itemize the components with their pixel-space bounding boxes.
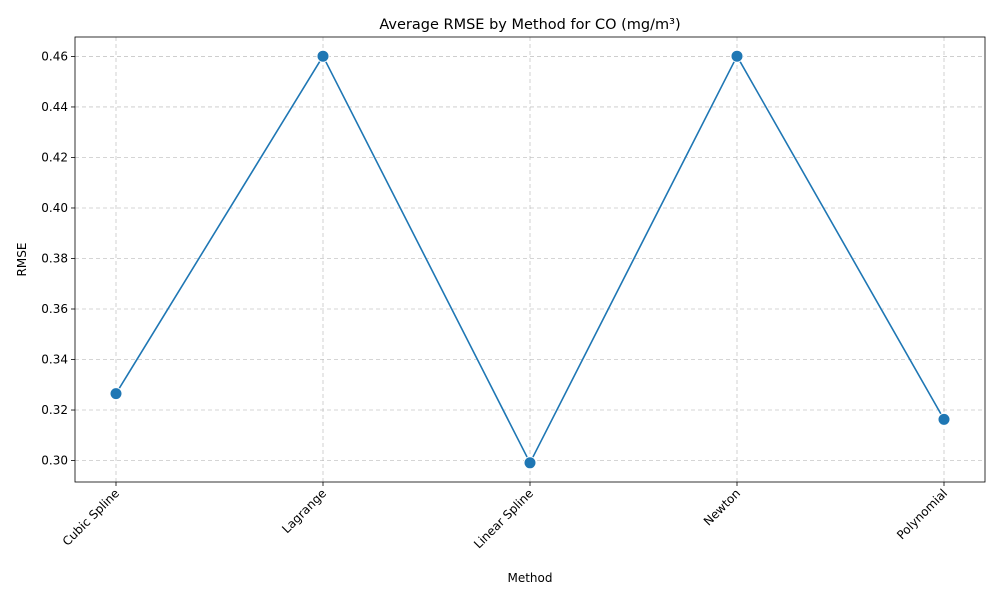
data-point bbox=[109, 387, 123, 401]
plot-area bbox=[75, 37, 985, 482]
y-tick-label: 0.32 bbox=[41, 403, 68, 417]
y-tick-label: 0.34 bbox=[41, 353, 68, 367]
y-tick-label: 0.46 bbox=[41, 49, 68, 63]
data-point bbox=[316, 49, 330, 63]
marker-layer bbox=[109, 49, 951, 470]
data-point bbox=[730, 49, 744, 63]
y-tick-label: 0.36 bbox=[41, 302, 68, 316]
y-tick-label: 0.40 bbox=[41, 201, 68, 215]
data-point bbox=[523, 456, 537, 470]
y-tick-label: 0.42 bbox=[41, 150, 68, 164]
y-axis-label: RMSE bbox=[15, 243, 29, 277]
x-axis-label: Method bbox=[507, 571, 552, 585]
chart-title: Average RMSE by Method for CO (mg/m³) bbox=[379, 17, 680, 33]
y-tick-label: 0.44 bbox=[41, 100, 68, 114]
data-point bbox=[937, 412, 951, 426]
y-tick-label: 0.38 bbox=[41, 251, 68, 265]
y-tick-label: 0.30 bbox=[41, 454, 68, 468]
y-axis: 0.30 0.32 0.34 0.36 0.38 0.40 0.42 0.44 0.46 bbox=[41, 49, 75, 468]
